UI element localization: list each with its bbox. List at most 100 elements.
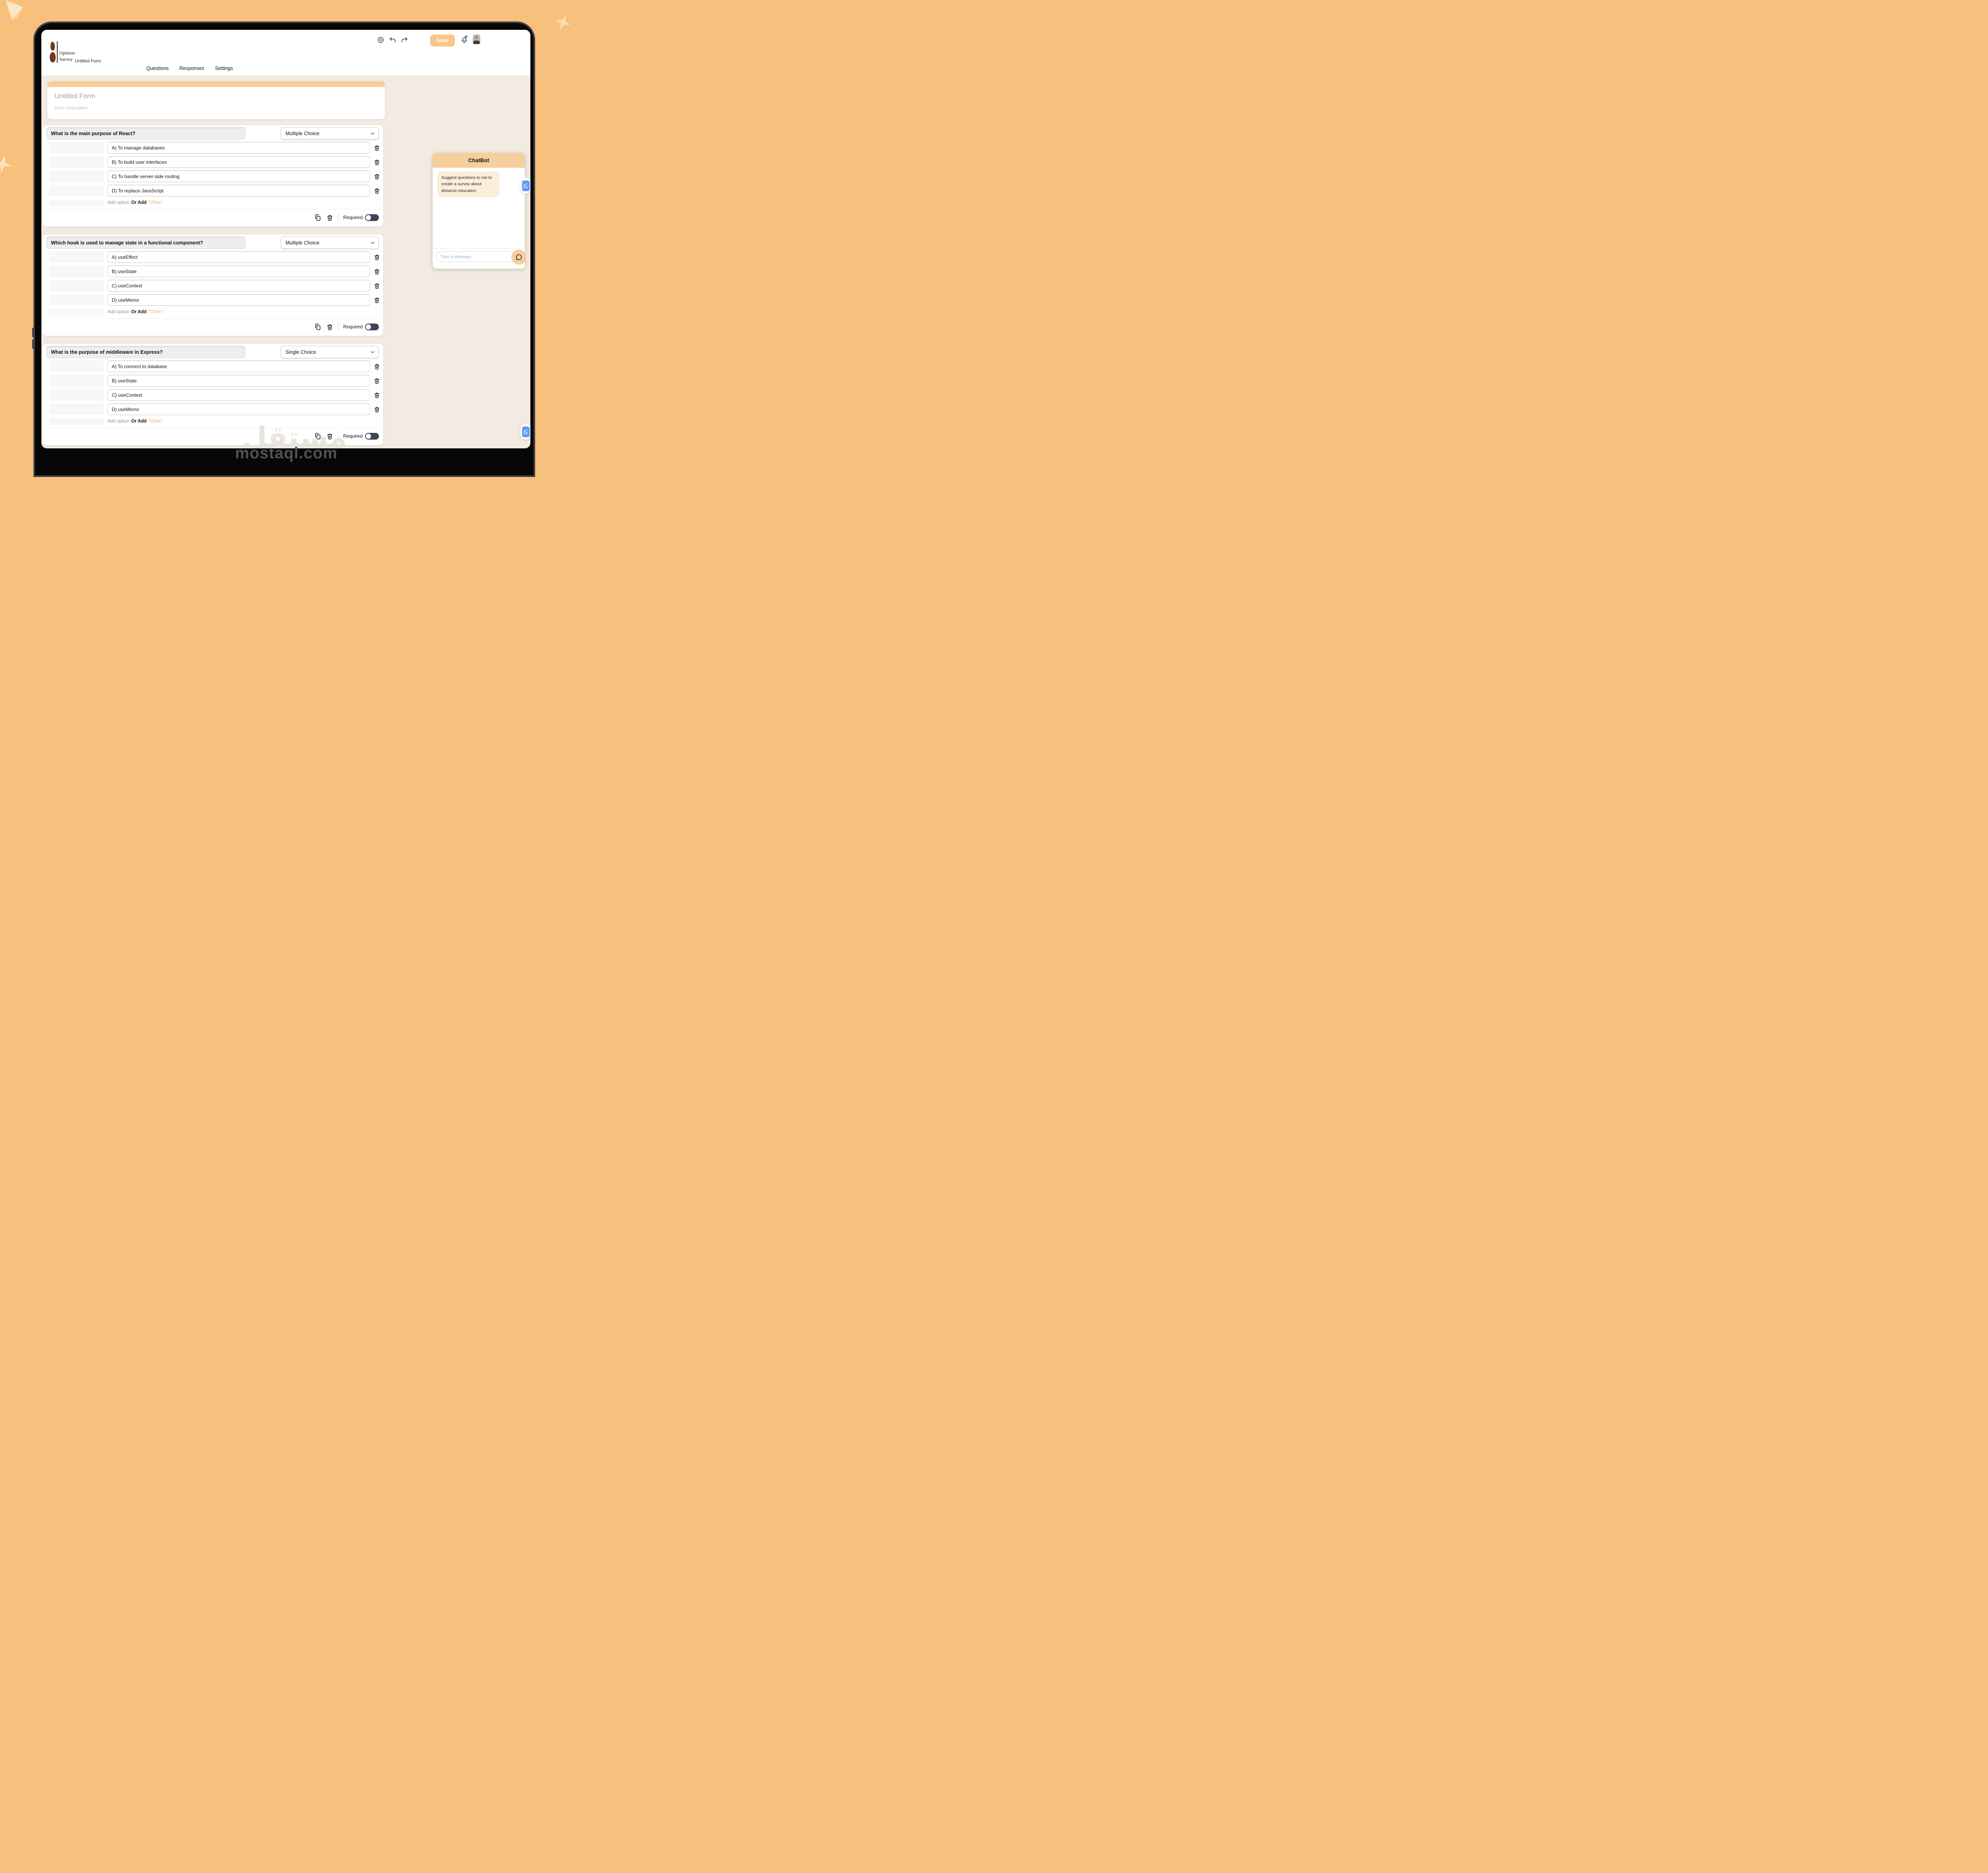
option-input[interactable] (107, 280, 370, 291)
option-drag-placeholder (49, 280, 104, 291)
form-description-field[interactable]: Form Description (54, 106, 88, 111)
delete-option-button[interactable] (370, 254, 383, 260)
question-type-select[interactable]: Multiple Choice (281, 237, 379, 249)
option-row (43, 251, 383, 263)
option-drag-placeholder (49, 361, 104, 372)
question-footer: Required (43, 428, 383, 444)
paper-plane-decoration (6, 0, 23, 20)
option-input[interactable] (107, 142, 370, 153)
notification-bell-icon[interactable] (460, 35, 468, 45)
question-text-input[interactable] (47, 237, 245, 249)
add-other-button[interactable]: "Other" (148, 419, 163, 424)
trash-icon (374, 254, 379, 260)
star-decoration-left (0, 153, 14, 175)
tab-questions[interactable]: Questions (146, 66, 169, 71)
delete-option-button[interactable] (370, 392, 383, 398)
question-footer: Required (43, 209, 383, 225)
question-type-select[interactable]: Single Choice (281, 346, 379, 358)
option-drag-placeholder (49, 142, 104, 153)
add-other-button[interactable]: "Other" (148, 200, 163, 205)
translate-widget[interactable] (520, 424, 530, 440)
translate-icon (522, 426, 530, 437)
delete-question-button[interactable] (326, 433, 333, 440)
delete-option-button[interactable] (370, 363, 383, 370)
option-drag-placeholder (49, 308, 104, 316)
option-input[interactable] (107, 156, 370, 168)
option-input[interactable] (107, 251, 370, 263)
chatbot-input-divider (433, 248, 525, 249)
delete-option-button[interactable] (370, 378, 383, 384)
option-drag-placeholder (49, 266, 104, 277)
trash-icon (374, 145, 379, 151)
chatbot-header: ChatBot (433, 153, 525, 168)
duplicate-question-button[interactable] (314, 214, 321, 221)
required-label: Required (343, 215, 363, 220)
logo-line1: Opinion (59, 50, 75, 56)
delete-question-button[interactable] (326, 214, 333, 221)
required-toggle[interactable] (365, 432, 379, 440)
option-row (43, 403, 383, 415)
option-drag-placeholder (49, 171, 104, 182)
user-avatar[interactable] (473, 34, 480, 44)
required-toggle[interactable] (365, 214, 379, 221)
question-text-input[interactable] (47, 127, 245, 140)
chatbot-message-bubble: Suggest questions to me to create a surv… (437, 171, 499, 197)
delete-option-button[interactable] (370, 297, 383, 303)
option-input[interactable] (107, 171, 370, 182)
trash-icon (374, 407, 379, 412)
add-option-button[interactable]: Add option (107, 310, 129, 314)
option-input[interactable] (107, 266, 370, 277)
question-type-value: Multiple Choice (285, 130, 320, 136)
delete-option-button[interactable] (370, 173, 383, 180)
delete-option-button[interactable] (370, 283, 383, 289)
add-other-button[interactable]: "Other" (148, 310, 163, 314)
trash-icon (374, 283, 379, 289)
required-toggle[interactable] (365, 323, 379, 330)
add-option-button[interactable]: Add option (107, 419, 129, 424)
form-builder-content: Untitled Form Form Description Multiple … (41, 76, 530, 448)
duplicate-question-button[interactable] (314, 432, 321, 440)
tab-responses[interactable]: Responses (179, 66, 204, 71)
option-input[interactable] (107, 375, 370, 386)
option-input[interactable] (107, 294, 370, 306)
chevron-down-icon (370, 349, 375, 355)
logo-line2: Survey (59, 56, 73, 62)
duplicate-question-button[interactable] (314, 323, 321, 330)
translate-widget[interactable] (520, 178, 530, 194)
question-card: Multiple Choice (43, 235, 383, 336)
topbar-actions: Send (363, 30, 530, 54)
copy-icon (315, 214, 321, 221)
option-row (43, 185, 383, 196)
question-type-value: Single Choice (285, 349, 316, 355)
chevron-down-icon (370, 131, 375, 136)
logo-text: Opinion Survey (59, 50, 75, 63)
option-input[interactable] (107, 361, 370, 372)
delete-option-button[interactable] (370, 159, 383, 165)
chatbot-message-input[interactable] (436, 251, 514, 262)
option-drag-placeholder (49, 418, 104, 425)
option-input[interactable] (107, 403, 370, 415)
delete-option-button[interactable] (370, 188, 383, 194)
tab-settings[interactable]: Settings (215, 66, 233, 71)
delete-question-button[interactable] (326, 324, 333, 330)
send-button[interactable]: Send (430, 35, 455, 47)
redo-icon[interactable] (401, 36, 408, 46)
trash-icon (374, 159, 379, 165)
preview-eye-icon[interactable] (377, 36, 384, 46)
form-title-field[interactable]: Untitled Form (54, 92, 95, 100)
question-type-select[interactable]: Multiple Choice (281, 127, 379, 140)
chatbot-send-button[interactable] (511, 250, 526, 265)
delete-option-button[interactable] (370, 406, 383, 413)
add-option-button[interactable]: Add option (107, 200, 129, 205)
watermark-domain: mostaql.com (235, 444, 338, 462)
undo-icon[interactable] (389, 36, 396, 46)
app-logo: Opinion Survey (49, 41, 75, 63)
chat-bubble-icon (516, 254, 522, 260)
option-input[interactable] (107, 389, 370, 401)
delete-option-button[interactable] (370, 268, 383, 275)
option-input[interactable] (107, 185, 370, 196)
question-text-input[interactable] (47, 346, 245, 358)
delete-option-button[interactable] (370, 145, 383, 151)
or-add-label: Or Add (131, 200, 147, 205)
copy-icon (315, 324, 321, 330)
